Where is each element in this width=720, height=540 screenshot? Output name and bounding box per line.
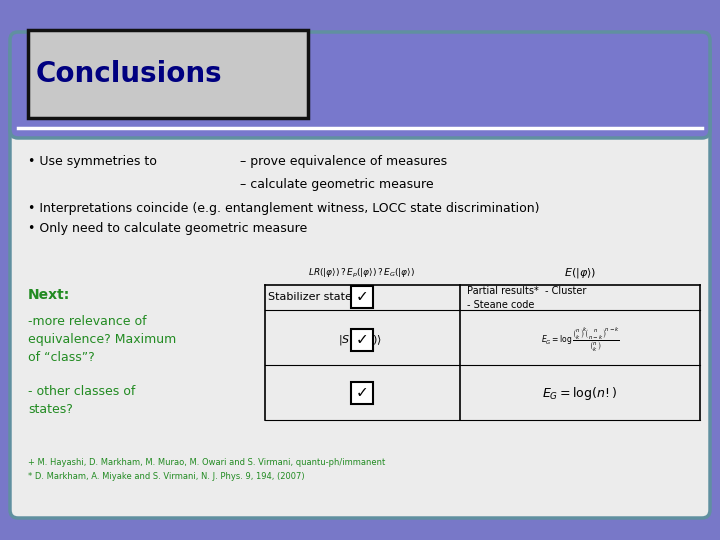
Text: Stabilizer states: Stabilizer states	[268, 292, 358, 302]
Text: Next:: Next:	[28, 288, 71, 302]
Text: • Interpretations coincide (e.g. entanglement witness, LOCC state discrimination: • Interpretations coincide (e.g. entangl…	[28, 202, 539, 215]
FancyBboxPatch shape	[10, 32, 710, 138]
Text: Conclusions: Conclusions	[36, 60, 222, 88]
Text: $E_G = \log(n!)$: $E_G = \log(n!)$	[542, 384, 618, 402]
Text: • Use symmetries to: • Use symmetries to	[28, 155, 157, 168]
Text: ✓: ✓	[356, 333, 369, 348]
Text: Partial results*  - Cluster: Partial results* - Cluster	[467, 286, 586, 296]
Text: -more relevance of
equivalence? Maximum
of “class”?: -more relevance of equivalence? Maximum …	[28, 315, 176, 364]
Bar	[28, 30, 308, 118]
Text: $|S(n,k)\rangle$: $|S(n,k)\rangle$	[338, 333, 382, 347]
Bar	[351, 382, 373, 404]
Text: $E_G = \log\dfrac{\binom{n}{k}^{\!k}\!\binom{n}{n-k}^{\!n-k}}{\binom{n}{k}}$: $E_G = \log\dfrac{\binom{n}{k}^{\!k}\!\b…	[541, 326, 619, 354]
Bar	[18, 110, 702, 130]
Text: ✓: ✓	[356, 386, 369, 401]
Text: $E(|\varphi\rangle)$: $E(|\varphi\rangle)$	[564, 266, 596, 280]
Text: ✓: ✓	[356, 289, 369, 305]
Bar	[351, 329, 373, 351]
Text: • Only need to calculate geometric measure: • Only need to calculate geometric measu…	[28, 222, 307, 235]
FancyBboxPatch shape	[10, 42, 710, 518]
Text: - other classes of
states?: - other classes of states?	[28, 385, 135, 416]
Text: * D. Markham, A. Miyake and S. Virmani, N. J. Phys. 9, 194, (2007): * D. Markham, A. Miyake and S. Virmani, …	[28, 472, 305, 481]
Text: + M. Hayashi, D. Markham, M. Murao, M. Owari and S. Virmani, quantu-ph/immanent: + M. Hayashi, D. Markham, M. Murao, M. O…	[28, 458, 385, 467]
Text: - Steane code: - Steane code	[467, 300, 534, 310]
Text: $|\varphi_a\rangle$: $|\varphi_a\rangle$	[348, 384, 372, 402]
Text: – calculate geometric measure: – calculate geometric measure	[240, 178, 433, 191]
Text: $LR(|\varphi\rangle)\,?\,E_p(|\varphi\rangle)\,?\,E_G(|\varphi\rangle)$: $LR(|\varphi\rangle)\,?\,E_p(|\varphi\ra…	[308, 267, 415, 280]
Text: – prove equivalence of measures: – prove equivalence of measures	[240, 155, 447, 168]
Bar	[351, 286, 373, 308]
